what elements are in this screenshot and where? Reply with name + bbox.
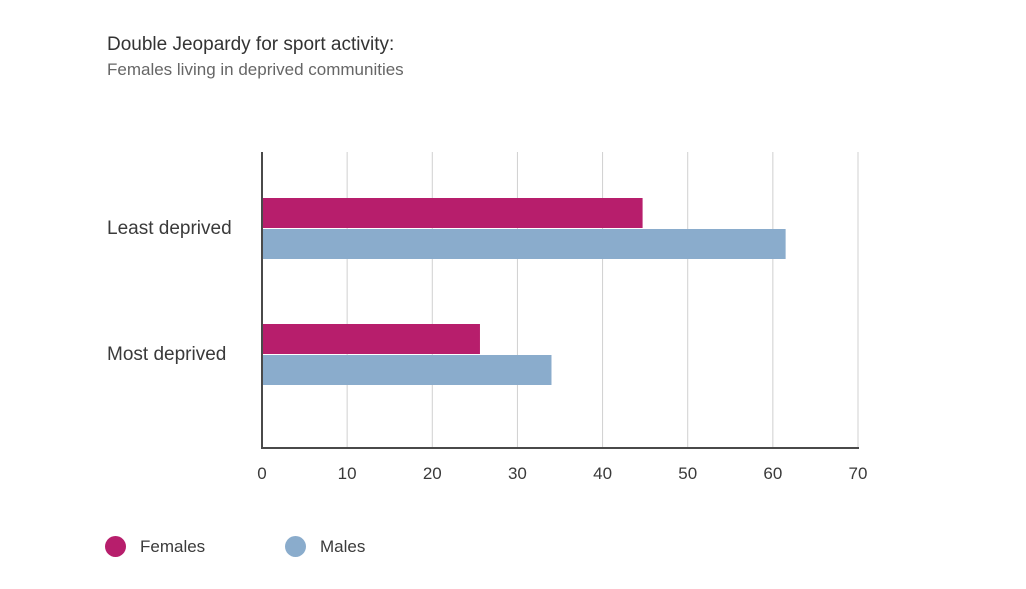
males-legend-swatch bbox=[285, 536, 306, 557]
females-legend-swatch bbox=[105, 536, 126, 557]
x-tick-label: 10 bbox=[338, 464, 357, 483]
legend-label-males: Males bbox=[320, 536, 366, 556]
x-tick-label: 20 bbox=[423, 464, 442, 483]
category-label: Least deprived bbox=[107, 218, 232, 239]
bar-females-most-deprived bbox=[263, 324, 480, 354]
x-tick-label: 30 bbox=[508, 464, 527, 483]
bar-females-least-deprived bbox=[263, 198, 643, 228]
bar-males-least-deprived bbox=[263, 229, 786, 259]
legend-item-males: Males bbox=[285, 536, 365, 557]
legend-item-females: Females bbox=[105, 536, 205, 557]
x-tick-label: 60 bbox=[763, 464, 782, 483]
category-label: Most deprived bbox=[107, 344, 226, 365]
chart-title: Double Jeopardy for sport activity: bbox=[107, 34, 395, 55]
x-tick-label: 0 bbox=[257, 464, 266, 483]
chart-subtitle: Females living in deprived communities bbox=[107, 60, 404, 79]
x-tick-label: 50 bbox=[678, 464, 697, 483]
x-tick-label: 70 bbox=[849, 464, 868, 483]
bar-males-most-deprived bbox=[263, 355, 552, 385]
x-tick-label: 40 bbox=[593, 464, 612, 483]
legend-label-females: Females bbox=[140, 536, 206, 556]
